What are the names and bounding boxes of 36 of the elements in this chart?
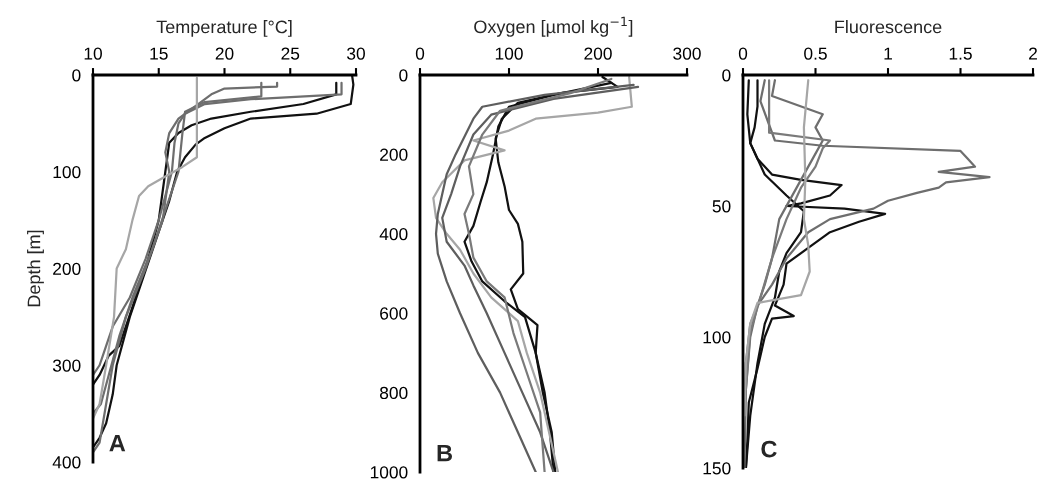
y-tick-label: 0 bbox=[72, 69, 81, 82]
y-tick-label: 600 bbox=[380, 307, 408, 320]
y-axis-title: Depth [m] bbox=[27, 230, 44, 307]
x-tick-label: 300 bbox=[673, 47, 701, 60]
x-tick-label: 2 bbox=[1029, 47, 1037, 60]
y-tick-label: 200 bbox=[53, 262, 81, 275]
annotation: A bbox=[109, 435, 126, 452]
x-tick-label: 0 bbox=[738, 47, 748, 60]
x-axis-title: Fluorescence bbox=[835, 20, 942, 34]
annotation: B bbox=[437, 444, 452, 462]
x-tick-label: 1 bbox=[884, 47, 892, 60]
annotation: C bbox=[761, 440, 777, 458]
x-tick-label: 25 bbox=[281, 47, 300, 60]
x-tick-label: 0 bbox=[415, 47, 425, 60]
x-tick-label: 15 bbox=[150, 47, 168, 60]
y-tick-label: 300 bbox=[52, 359, 81, 372]
x-axis-title: Temperature [°C] bbox=[156, 20, 292, 37]
y-tick-label: 150 bbox=[703, 462, 731, 475]
x-tick-label: 200 bbox=[584, 47, 612, 60]
y-tick-label: 50 bbox=[712, 200, 731, 213]
y-tick-label: 100 bbox=[53, 165, 81, 179]
x-tick-label: 1.5 bbox=[949, 47, 972, 60]
y-tick-label: 800 bbox=[379, 386, 408, 400]
y-tick-label: 0 bbox=[722, 69, 731, 82]
x-tick-label: 30 bbox=[347, 47, 365, 60]
x-tick-label: 10 bbox=[84, 47, 102, 60]
y-tick-label: 1000 bbox=[370, 466, 408, 479]
x-tick-label: 100 bbox=[495, 47, 523, 60]
y-tick-label: 200 bbox=[380, 148, 408, 161]
y-tick-label: 400 bbox=[52, 456, 81, 469]
y-tick-label: 100 bbox=[703, 331, 731, 344]
x-tick-label: 20 bbox=[215, 47, 234, 60]
y-tick-label: 0 bbox=[399, 69, 408, 82]
x-axis-title: Oxygen [µmol kg$^{−1}$] bbox=[474, 16, 633, 37]
x-tick-label: 0.5 bbox=[804, 47, 827, 60]
y-tick-label: 400 bbox=[379, 227, 408, 241]
